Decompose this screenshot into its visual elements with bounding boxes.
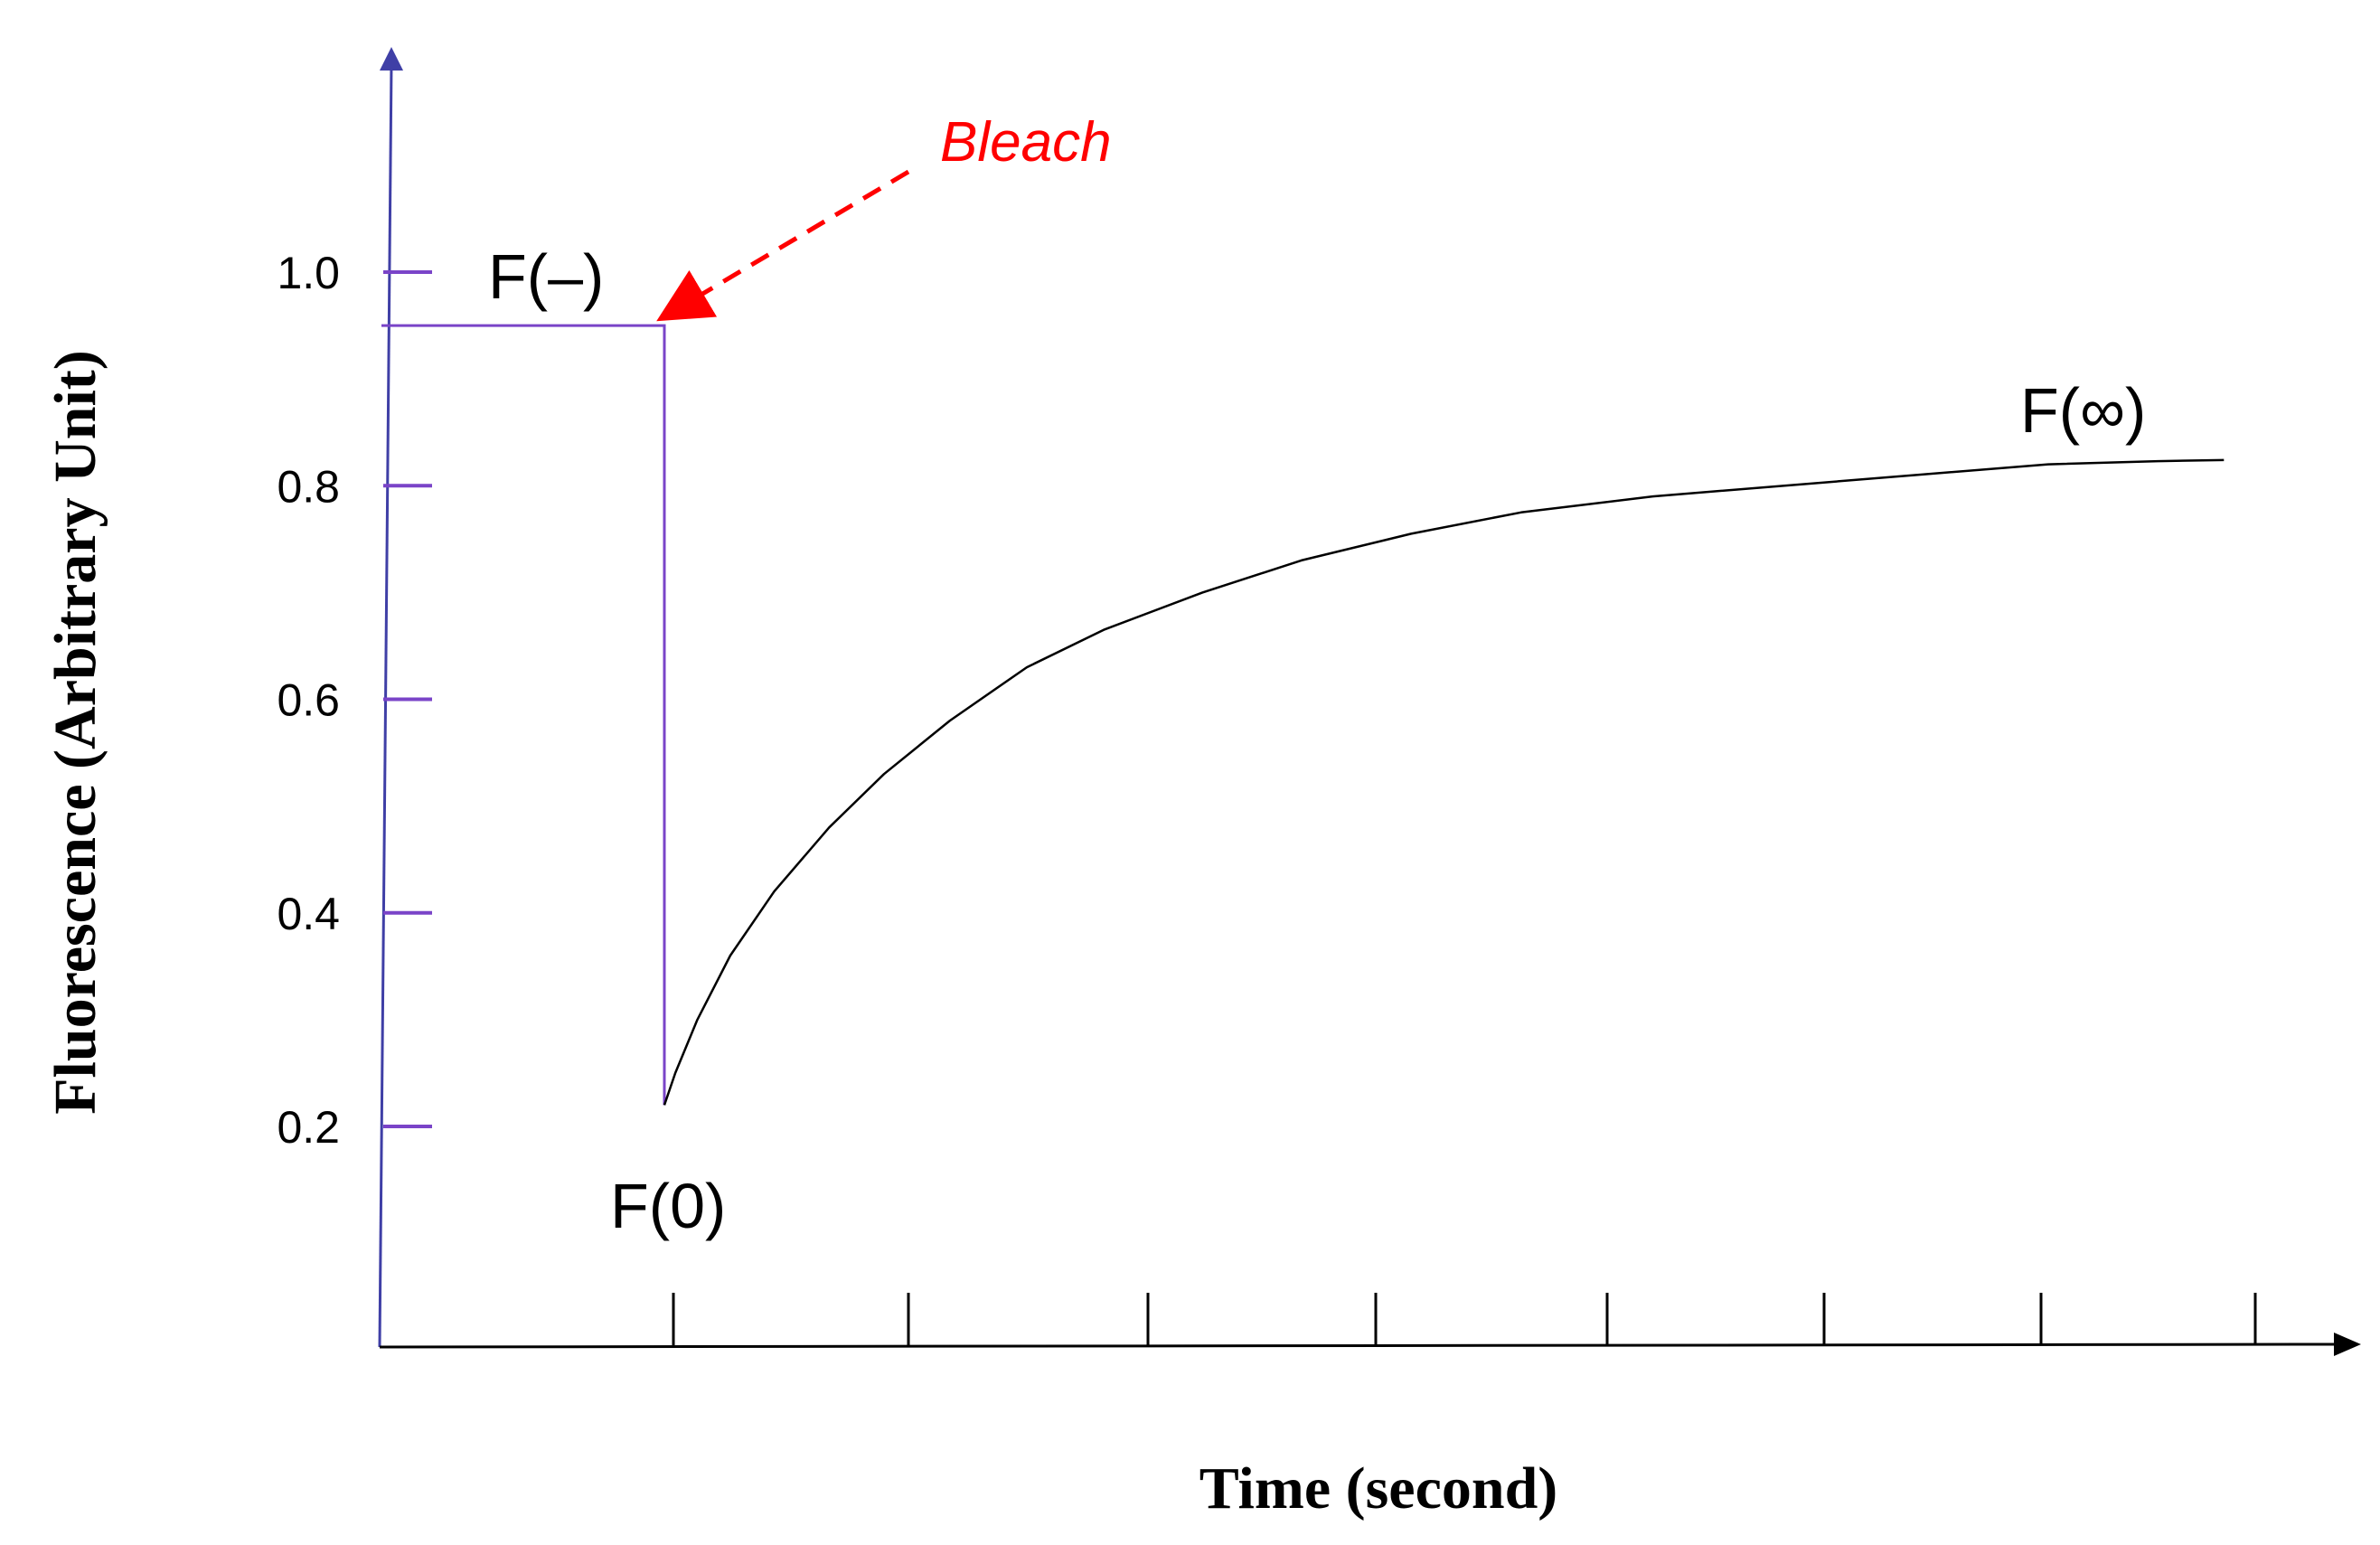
y-axis-line bbox=[378, 62, 393, 1348]
f-zero-label: F(0) bbox=[610, 1171, 726, 1241]
series bbox=[381, 324, 2225, 1106]
y-axis-title: Fluorescence (Arbitrary Unit) bbox=[42, 350, 108, 1115]
f-inf-label: F(∞) bbox=[2020, 375, 2146, 446]
y-ticks: 1.0 0.8 0.6 0.4 0.2 bbox=[277, 248, 432, 1153]
f-minus-label: F(–) bbox=[488, 241, 604, 312]
annotations: Bleach F(–) F(0) F(∞) bbox=[488, 111, 2146, 1241]
y-tick-label: 1.0 bbox=[277, 248, 340, 298]
x-axis-title: Time (second) bbox=[1199, 1456, 1558, 1521]
x-axis-line bbox=[379, 1342, 2338, 1349]
prebleach-trace bbox=[381, 324, 666, 1106]
recovery-curve bbox=[663, 458, 2225, 1106]
bleach-label: Bleach bbox=[940, 111, 1112, 174]
y-axis-arrow bbox=[380, 47, 403, 71]
bleach-arrow bbox=[656, 169, 910, 322]
y-tick-label: 0.2 bbox=[277, 1102, 340, 1153]
y-tick-label: 0.4 bbox=[277, 889, 340, 939]
y-tick-label: 0.8 bbox=[277, 461, 340, 512]
x-axis-arrow bbox=[2334, 1333, 2361, 1356]
axes bbox=[378, 47, 2361, 1356]
x-ticks bbox=[672, 1293, 2257, 1345]
y-tick-label: 0.6 bbox=[277, 675, 340, 726]
